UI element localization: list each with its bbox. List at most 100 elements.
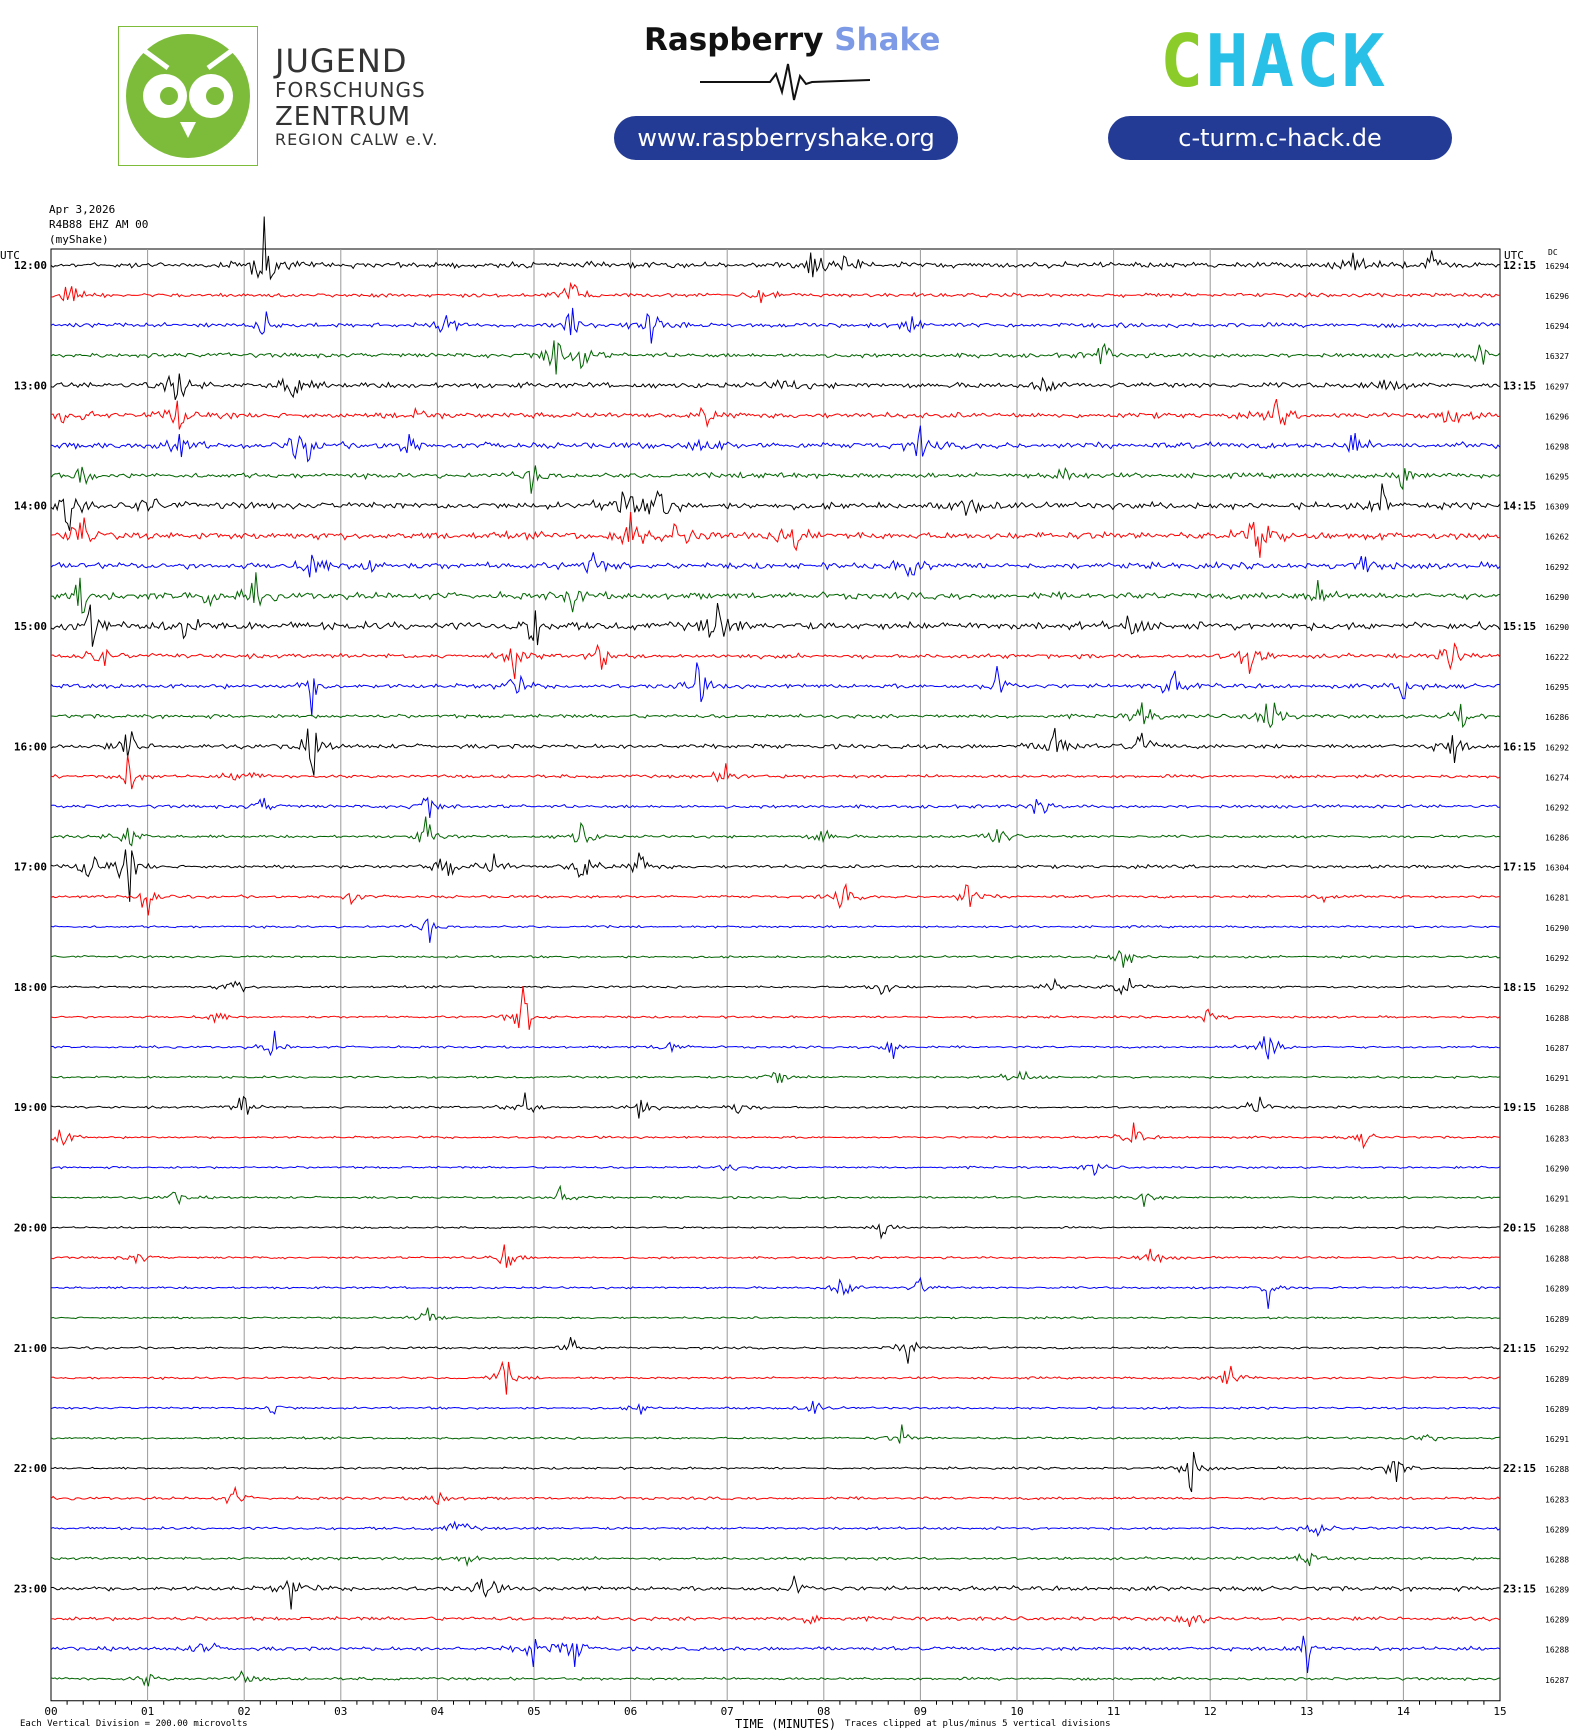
x-tick-label: 06 [624,1705,637,1718]
trace-line [50,1184,1501,1207]
x-tick-label: 11 [1107,1705,1120,1718]
hour-label-left: 21:00 [14,1342,47,1355]
dc-value: 16292 [1545,1345,1569,1354]
x-tick-label: 10 [1010,1705,1023,1718]
trace-line [50,1670,1501,1687]
dc-value: 16283 [1545,1495,1569,1504]
hour-label-right: 13:15 [1503,379,1536,392]
dc-value: 16289 [1545,1616,1569,1625]
hour-label-right: 12:15 [1503,259,1536,272]
dc-value: 16290 [1545,924,1569,933]
trace-line [50,1360,1501,1395]
dc-value: 16222 [1545,653,1569,662]
trace-line [50,1400,1501,1415]
dc-value: 16288 [1545,1014,1569,1023]
dc-value: 16288 [1545,1465,1569,1474]
trace-line [50,398,1501,430]
dc-value: 16288 [1545,1646,1569,1655]
hour-label-right: 19:15 [1503,1101,1536,1114]
dc-value: 16288 [1545,1104,1569,1113]
dc-value: 16292 [1545,563,1569,572]
dc-value: 16290 [1545,593,1569,602]
hour-label-right: 20:15 [1503,1222,1536,1235]
trace-line [50,552,1501,578]
jfz-name-line1: JUGEND [275,42,408,80]
dc-value: 16296 [1545,292,1569,301]
x-tick-label: 02 [238,1705,251,1718]
dc-value: 16304 [1545,864,1569,873]
hour-label-right: 21:15 [1503,1342,1536,1355]
dc-value: 16294 [1545,322,1569,331]
trace-line [50,1635,1501,1674]
x-tick-label: 09 [914,1705,927,1718]
hour-label-left: 23:00 [14,1583,47,1596]
dc-value: 16292 [1545,984,1569,993]
trace-line [50,642,1501,680]
x-tick-label: 05 [527,1705,540,1718]
trace-line [50,755,1501,790]
trace-line [51,816,1501,847]
raspberry-word: Raspberry [644,22,824,58]
jfz-name-line4: REGION CALW e.V. [275,130,439,149]
trace-line [50,1122,1501,1150]
dc-value: 16296 [1545,412,1569,421]
hour-label-left: 13:00 [14,379,47,392]
hour-label-left: 22:00 [14,1462,47,1475]
dc-value: 16290 [1545,1164,1569,1173]
trace-line [50,1092,1501,1119]
x-tick-label: 04 [431,1705,445,1718]
trace-line [50,425,1501,463]
trace-line [50,1552,1501,1568]
dc-value: 16295 [1545,683,1569,692]
scale-note: Each Vertical Division = 200.00 microvol… [20,1719,248,1729]
hour-label-left: 14:00 [14,500,47,513]
hour-label-right: 15:15 [1503,620,1536,633]
dc-value: 16289 [1545,1285,1569,1294]
x-tick-label: 12 [1204,1705,1217,1718]
hour-label-left: 16:00 [14,740,47,753]
trace-line [50,918,1501,943]
trace-line [50,281,1500,304]
trace-line [50,1307,1501,1321]
trace-line [50,216,1501,281]
hour-label-right: 17:15 [1503,861,1536,874]
trace-line [50,307,1501,344]
dc-value: 16291 [1545,1194,1569,1203]
dc-value: 16292 [1545,954,1569,963]
dc-value: 16294 [1545,262,1569,271]
trace-line [50,465,1501,494]
utc-left-label: UTC [0,249,20,262]
dc-value: 16274 [1545,773,1569,782]
dc-value: 16295 [1545,473,1569,482]
shake-word: Shake [834,22,941,58]
trace-line [50,1520,1501,1538]
x-tick-label: 08 [817,1705,830,1718]
x-tick-label: 07 [721,1705,734,1718]
trace-line [50,483,1501,531]
jfz-name-line3: ZENTRUM [275,102,412,132]
trace-line [50,572,1501,614]
trace-line [50,949,1501,968]
dc-value: 16309 [1545,503,1569,512]
dc-value: 16290 [1545,623,1569,632]
hour-label-left: 20:00 [14,1222,47,1235]
trace-line [50,796,1500,819]
svg-text:CHACK: CHACK [1160,30,1387,92]
chack-url[interactable]: c-turm.c-hack.de [1108,116,1452,160]
chart-station: R4B88 EHZ AM 00 [49,218,149,231]
trace-line [50,1336,1501,1364]
dc-value: 16289 [1545,1525,1569,1534]
dc-value: 16287 [1545,1676,1569,1685]
trace-line [50,1614,1501,1628]
dc-column-label: DC [1548,248,1558,257]
x-tick-label: 00 [44,1705,57,1718]
owl-icon [118,26,258,166]
hour-label-left: 17:00 [14,861,47,874]
raspberry-shake-url[interactable]: www.raspberryshake.org [614,116,958,160]
x-tick-label: 14 [1397,1705,1411,1718]
trace-line [50,727,1501,776]
hour-label-left: 15:00 [14,620,47,633]
trace-line [50,1030,1501,1060]
dc-value: 16286 [1545,713,1569,722]
dc-value: 16289 [1545,1315,1569,1324]
